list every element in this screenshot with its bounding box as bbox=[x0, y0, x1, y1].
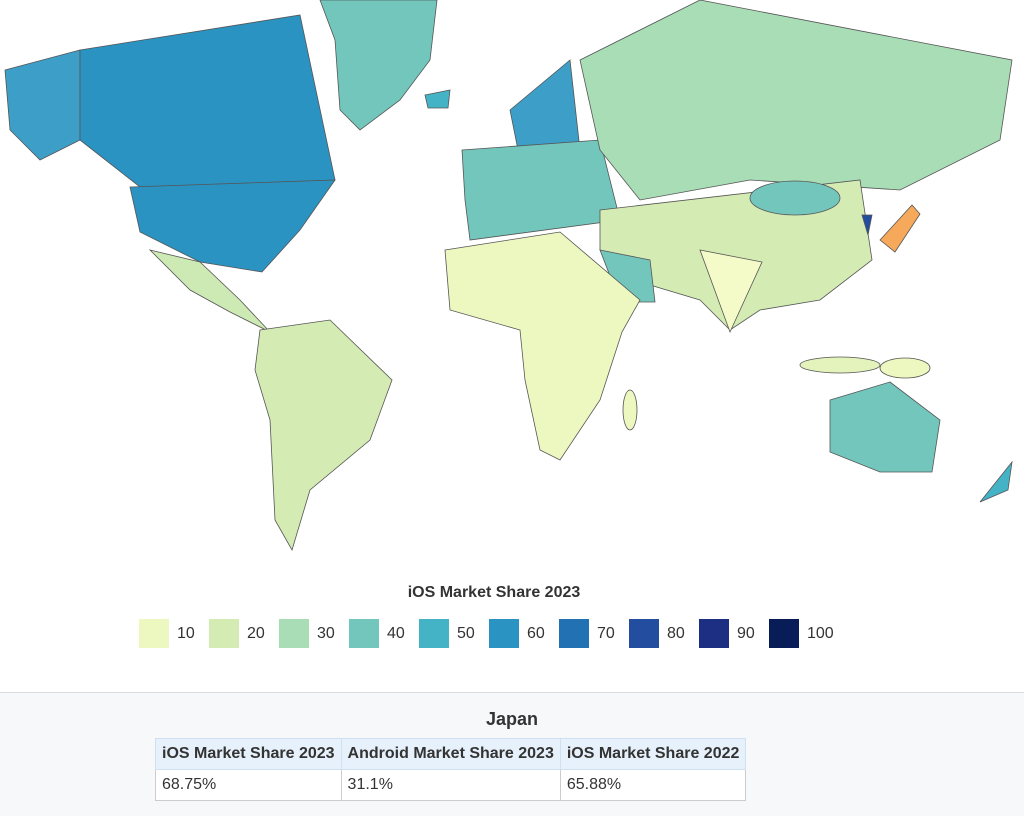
legend-item[interactable]: 30 bbox=[279, 619, 349, 648]
legend-swatch bbox=[349, 619, 379, 648]
legend-label: 80 bbox=[667, 624, 685, 642]
column-header: iOS Market Share 2022 bbox=[559, 738, 747, 770]
legend-swatch bbox=[559, 619, 589, 648]
legend-swatch bbox=[629, 619, 659, 648]
header-row: iOS Market Share 2023 Android Market Shar… bbox=[155, 738, 747, 770]
legend-label: 10 bbox=[177, 624, 195, 642]
legend-item[interactable]: 80 bbox=[629, 619, 699, 648]
new-guinea[interactable] bbox=[879, 357, 931, 379]
legend-label: 70 bbox=[597, 624, 615, 642]
legend-swatch bbox=[419, 619, 449, 648]
table-cell: 31.1% bbox=[340, 769, 561, 801]
legend-item[interactable]: 20 bbox=[209, 619, 279, 648]
legend-item[interactable]: 50 bbox=[419, 619, 489, 648]
australia[interactable] bbox=[829, 381, 941, 473]
canada[interactable] bbox=[79, 14, 336, 188]
legend-swatch bbox=[139, 619, 169, 648]
legend-title: iOS Market Share 2023 bbox=[407, 584, 581, 601]
legend: 10 20 30 40 50 60 70 80 90 100 bbox=[139, 619, 839, 648]
russia[interactable] bbox=[579, 0, 1013, 201]
legend-label: 100 bbox=[807, 624, 834, 642]
south-america[interactable] bbox=[254, 319, 393, 552]
table-body: 68.75% 31.1% 65.88% bbox=[155, 769, 747, 801]
legend-swatch bbox=[489, 619, 519, 648]
legend-item[interactable]: 90 bbox=[699, 619, 769, 648]
legend-swatch bbox=[279, 619, 309, 648]
column-header: iOS Market Share 2023 bbox=[155, 738, 342, 770]
info-title: Japan bbox=[485, 709, 539, 729]
table-cell: 65.88% bbox=[559, 769, 747, 801]
info-panel: Japan iOS Market Share 2023 Android Marke… bbox=[0, 692, 1024, 816]
legend-swatch bbox=[209, 619, 239, 648]
legend-item[interactable]: 100 bbox=[769, 619, 839, 648]
legend-swatch bbox=[769, 619, 799, 648]
alaska[interactable] bbox=[4, 49, 81, 161]
europe[interactable] bbox=[461, 139, 621, 241]
legend-label: 90 bbox=[737, 624, 755, 642]
madagascar[interactable] bbox=[622, 389, 638, 431]
legend-item[interactable]: 60 bbox=[489, 619, 559, 648]
africa[interactable] bbox=[444, 231, 641, 461]
world-map[interactable] bbox=[0, 0, 1024, 560]
table-row: 68.75% 31.1% 65.88% bbox=[155, 769, 747, 801]
legend-label: 20 bbox=[247, 624, 265, 642]
legend-item[interactable]: 10 bbox=[139, 619, 209, 648]
new-zealand[interactable] bbox=[979, 460, 1013, 503]
legend-label: 40 bbox=[387, 624, 405, 642]
table-cell: 68.75% bbox=[155, 769, 342, 801]
usa[interactable] bbox=[129, 179, 336, 273]
korea[interactable] bbox=[861, 214, 873, 236]
japan[interactable] bbox=[879, 204, 921, 253]
greenland[interactable] bbox=[319, 0, 438, 131]
column-header: Android Market Share 2023 bbox=[340, 738, 561, 770]
legend-item[interactable]: 40 bbox=[349, 619, 419, 648]
legend-item[interactable]: 70 bbox=[559, 619, 629, 648]
india[interactable] bbox=[699, 249, 763, 334]
legend-swatch bbox=[699, 619, 729, 648]
legend-label: 60 bbox=[527, 624, 545, 642]
iceland[interactable] bbox=[424, 89, 451, 109]
legend-label: 50 bbox=[457, 624, 475, 642]
info-table: iOS Market Share 2023 Android Market Shar… bbox=[155, 738, 747, 801]
legend-label: 30 bbox=[317, 624, 335, 642]
indonesia[interactable] bbox=[799, 356, 881, 374]
mongolia[interactable] bbox=[749, 180, 841, 216]
